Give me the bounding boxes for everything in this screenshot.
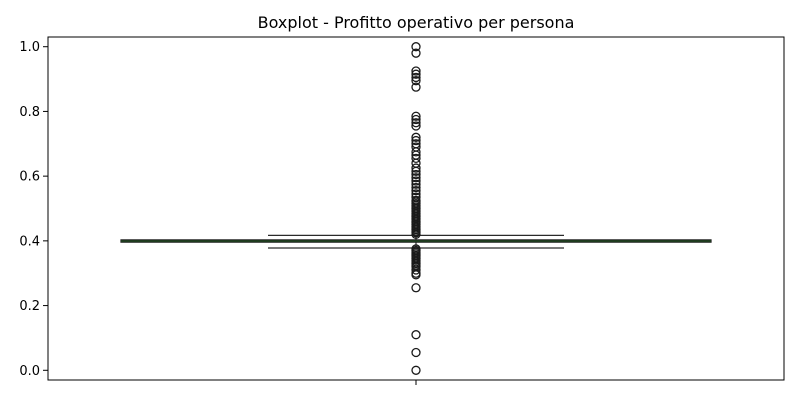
y-tick-label: 0.0 [19, 364, 40, 379]
outlier-point [411, 118, 421, 128]
outlier-point [411, 173, 421, 183]
outlier-point [411, 347, 421, 358]
outlier-point [411, 82, 421, 92]
outlier-group [411, 42, 421, 375]
y-tick-label: 0.6 [19, 170, 40, 185]
outlier-point [411, 111, 421, 121]
outlier-point [411, 176, 421, 186]
outlier-point [411, 229, 421, 240]
outlier-point [411, 135, 421, 146]
outlier-point [411, 132, 421, 142]
outlier-point [411, 69, 421, 79]
outlier-point [411, 265, 421, 275]
outlier-point [411, 42, 421, 52]
y-tick-label: 0.2 [19, 299, 40, 314]
y-tick-label: 1.0 [19, 40, 40, 55]
y-tick-label: 0.8 [19, 105, 40, 120]
outlier-point [411, 114, 421, 125]
box-group [120, 234, 712, 249]
outlier-point [411, 166, 421, 176]
outlier-point [411, 270, 421, 280]
outlier-point [411, 66, 421, 76]
outlier-point [411, 48, 421, 58]
outlier-point [411, 147, 421, 157]
outlier-point [411, 179, 421, 189]
y-axis: 0.0 0.2 0.4 0.6 0.8 1.0 [19, 40, 48, 379]
outlier-point [411, 330, 421, 340]
outlier-point [411, 76, 421, 86]
outlier-point [411, 283, 421, 293]
chart-title: Boxplot - Profitto operativo per persona [258, 13, 575, 32]
outlier-point [411, 72, 421, 83]
plot-frame [47, 36, 785, 381]
outlier-point [411, 169, 421, 180]
y-tick-label: 0.4 [19, 234, 40, 249]
outlier-point [411, 121, 421, 131]
outlier-point [411, 163, 421, 173]
outlier-point [411, 186, 421, 196]
outlier-point [411, 182, 421, 193]
outlier-point [411, 153, 421, 163]
outlier-point [411, 365, 421, 375]
